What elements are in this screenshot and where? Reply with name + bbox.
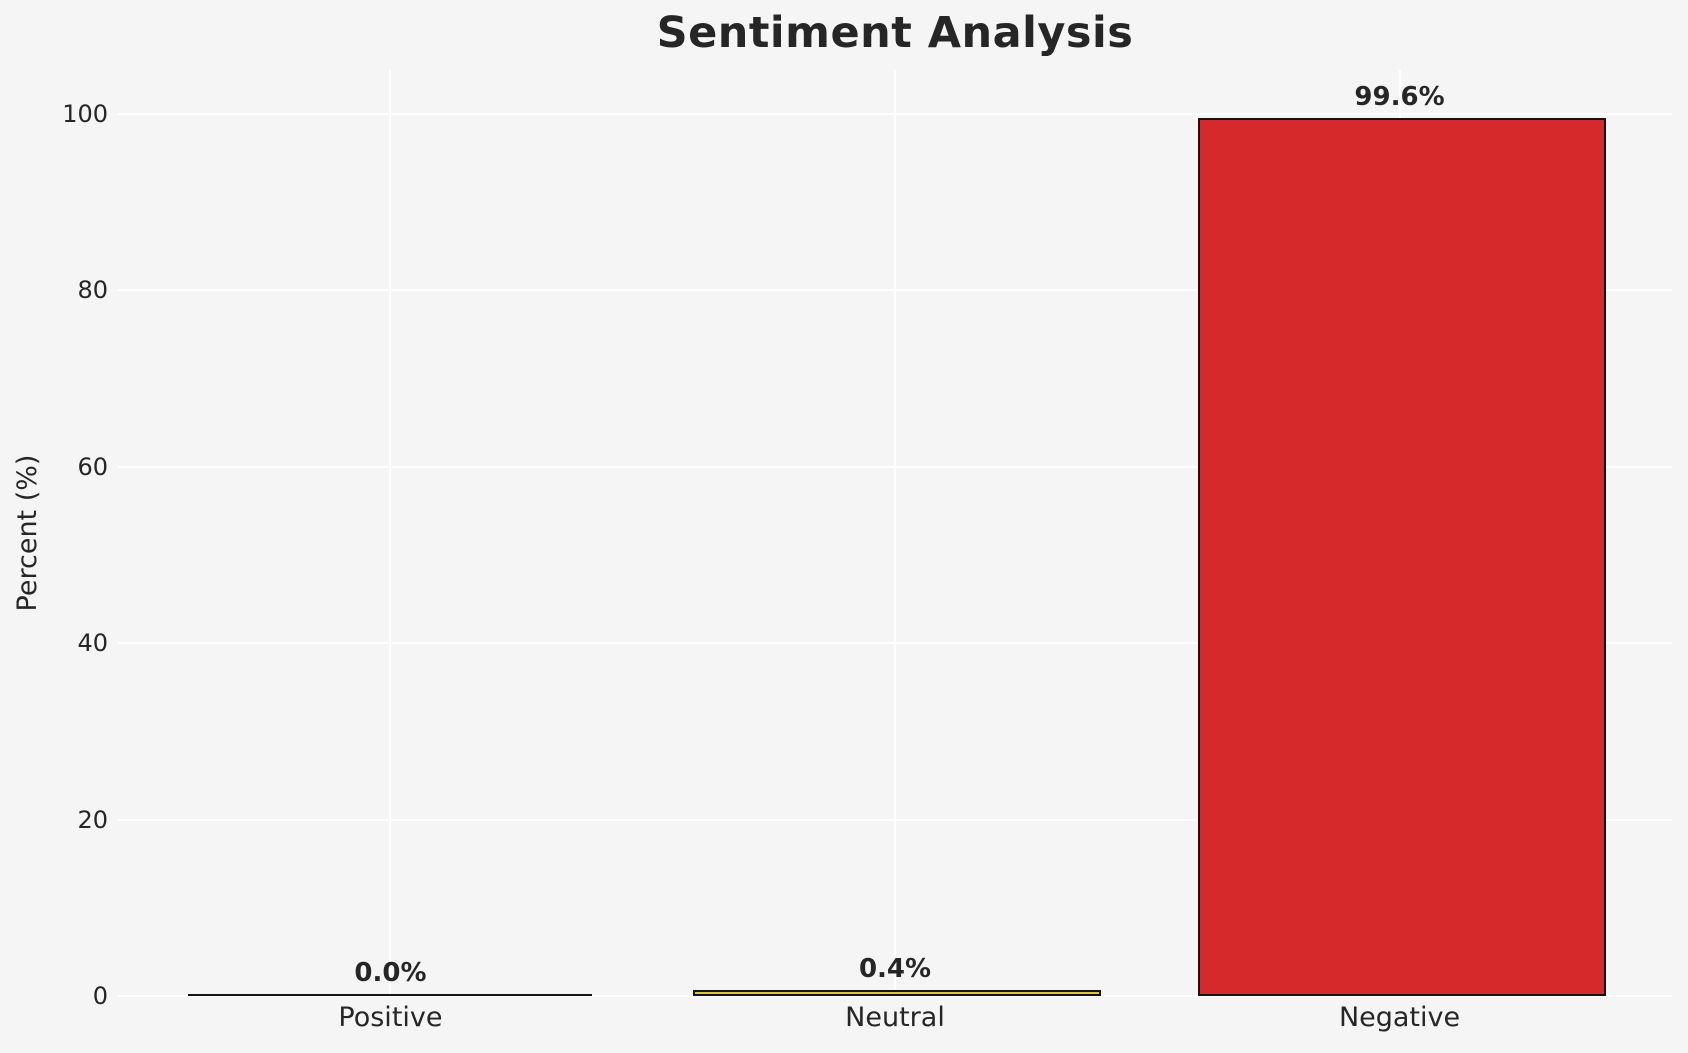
vertical-gridline [894,70,896,996]
x-tick-label-negative: Negative [1338,1002,1461,1033]
y-tick-label: 20 [77,805,108,834]
y-axis-tick-labels: 0 20 40 60 80 100 [0,70,108,1008]
x-tick-label-neutral: Neutral [845,1002,945,1033]
x-tick-label-positive: Positive [338,1002,443,1033]
y-tick-label: 40 [77,629,108,658]
y-tick-label: 60 [77,452,108,481]
y-tick-label: 0 [92,982,108,1010]
horizontal-gridline [118,995,1672,997]
bar-neutral [693,990,1101,996]
x-axis-tick-labels: Positive Neutral Negative [118,1002,1672,1042]
bar-value-label: 0.4% [858,954,932,984]
plot-area: 0.0% 0.4% 99.6% [118,70,1672,997]
bar-negative [1198,117,1606,996]
bar-value-label: 0.0% [354,958,427,988]
y-tick-label: 100 [62,100,108,129]
chart-title: Sentiment Analysis [656,8,1134,58]
vertical-gridline [389,70,392,996]
bar-value-label: 99.6% [1354,81,1445,112]
bar-positive [188,994,592,996]
y-tick-label: 80 [77,276,108,305]
